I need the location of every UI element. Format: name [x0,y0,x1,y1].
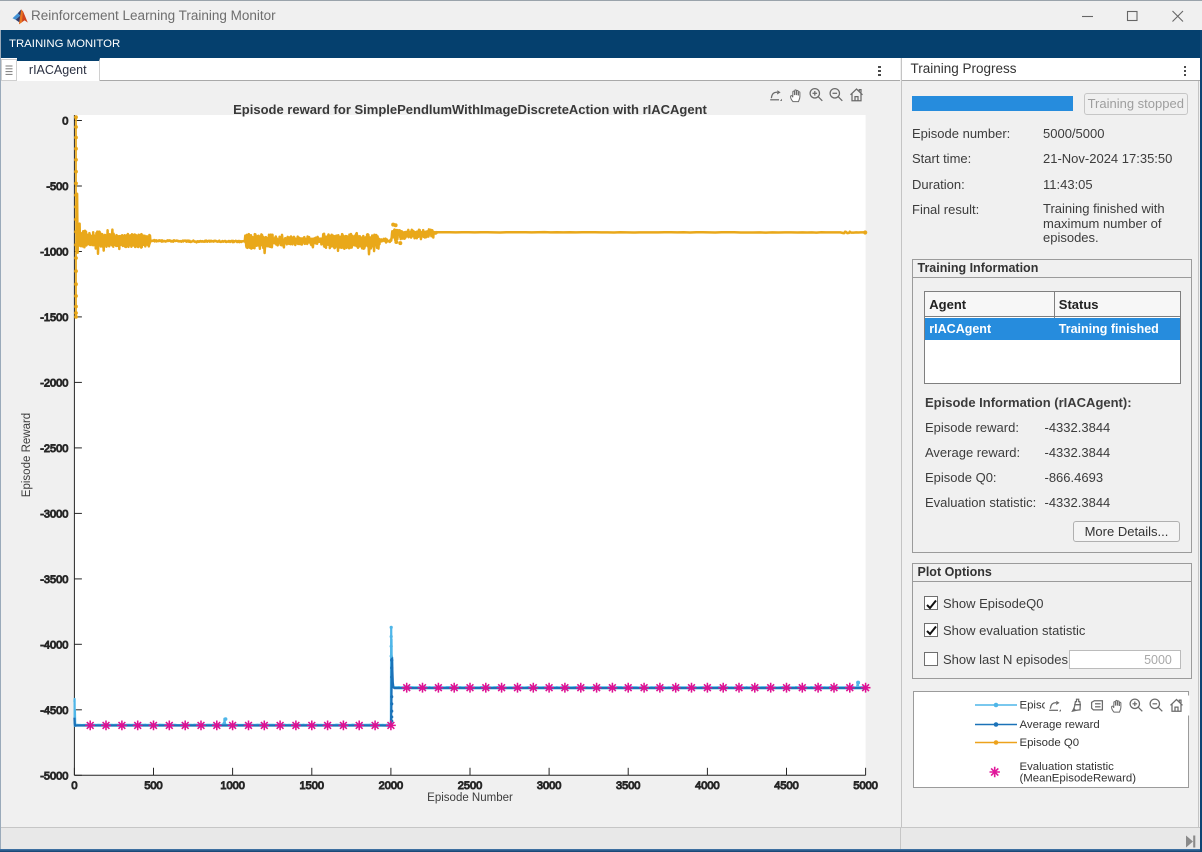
svg-text:1000: 1000 [220,780,244,792]
svg-text:-1500: -1500 [40,312,68,324]
svg-text:-2000: -2000 [40,377,68,389]
svg-text:1500: 1500 [300,780,324,792]
svg-text:-1000: -1000 [40,247,68,259]
svg-text:4000: 4000 [695,780,719,792]
svg-text:4500: 4500 [774,780,798,792]
svg-text:Evaluation statistic: Evaluation statistic [1020,761,1115,773]
svg-text:Episode Reward: Episode Reward [21,413,33,497]
svg-text:-2500: -2500 [40,443,68,455]
svg-text:(MeanEpisodeReward): (MeanEpisodeReward) [1020,773,1137,785]
svg-text:0: 0 [62,116,68,128]
svg-text:3000: 3000 [537,780,561,792]
svg-text:3500: 3500 [616,780,640,792]
svg-text:-500: -500 [46,181,68,193]
svg-text:500: 500 [144,780,162,792]
svg-text:-5000: -5000 [40,770,68,782]
svg-text:Average reward: Average reward [1020,719,1100,731]
svg-text:Episode Q0: Episode Q0 [1020,737,1080,749]
svg-text:-3000: -3000 [40,508,68,520]
svg-text:-3500: -3500 [40,574,68,586]
svg-text:0: 0 [71,780,77,792]
svg-text:Episode Number: Episode Number [427,792,513,804]
svg-text:2500: 2500 [458,780,482,792]
svg-text:-4500: -4500 [40,705,68,717]
svg-text:2000: 2000 [379,780,403,792]
svg-text:5000: 5000 [853,780,877,792]
svg-text:-4000: -4000 [40,639,68,651]
svg-text:Episode reward for SimplePendl: Episode reward for SimplePendlumWithImag… [233,102,707,117]
